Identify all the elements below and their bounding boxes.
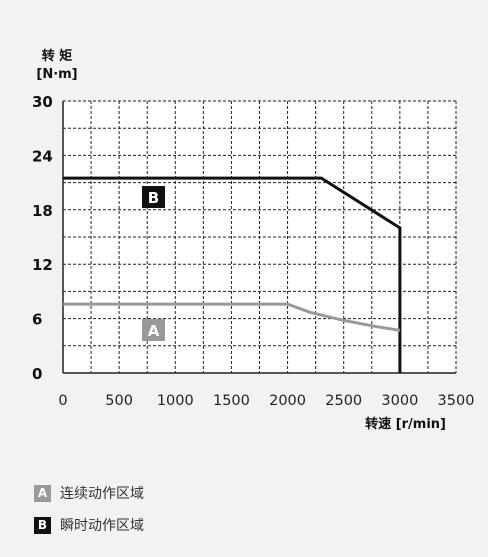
- x-tick-label: 500: [105, 393, 133, 409]
- series-line-a: [63, 302, 401, 332]
- legend-b-badge: B: [34, 516, 51, 534]
- legend-a-badge: A: [34, 484, 51, 502]
- series-badge-b: [142, 186, 165, 208]
- legend-item-b: B 瞬时动作区域: [34, 515, 144, 535]
- series-badge-label: B: [148, 189, 159, 207]
- y-tick-label: 30: [32, 93, 53, 111]
- x-tick-label: 1000: [157, 393, 194, 409]
- legend-a-label: 连续动作区域: [60, 486, 144, 502]
- legend-item-a: A 连续动作区域: [34, 483, 144, 503]
- series-badge-label: A: [148, 322, 160, 340]
- y-tick-label: 0: [32, 365, 42, 383]
- labels: A B 0 6 12 18 24 30 0 500 1000 1500 2000 2500 3000 3500…: [32, 48, 474, 432]
- series: [63, 176, 402, 373]
- x-tick-label: 0: [58, 393, 67, 409]
- x-tick-label: 3000: [381, 393, 418, 409]
- y-tick-label: 18: [32, 202, 53, 220]
- y-axis-title: 转 矩: [42, 48, 73, 64]
- x-axis-title: 转速 [r/min]: [365, 416, 446, 432]
- y-axis-unit: [N·m]: [36, 67, 77, 82]
- x-tick-label: 2000: [269, 393, 306, 409]
- x-tick-label: 3500: [438, 393, 475, 409]
- series-badge-a: [142, 319, 165, 341]
- legend-b-label: 瞬时动作区域: [60, 518, 144, 534]
- y-tick-label: 24: [32, 147, 53, 165]
- series-line-b: [63, 176, 402, 373]
- axes: [62, 101, 456, 374]
- x-tick-label: 2500: [325, 393, 362, 409]
- y-tick-label: 6: [32, 311, 42, 329]
- x-tick-label: 1500: [213, 393, 250, 409]
- y-tick-label: 12: [32, 256, 53, 274]
- grid: [63, 100, 457, 373]
